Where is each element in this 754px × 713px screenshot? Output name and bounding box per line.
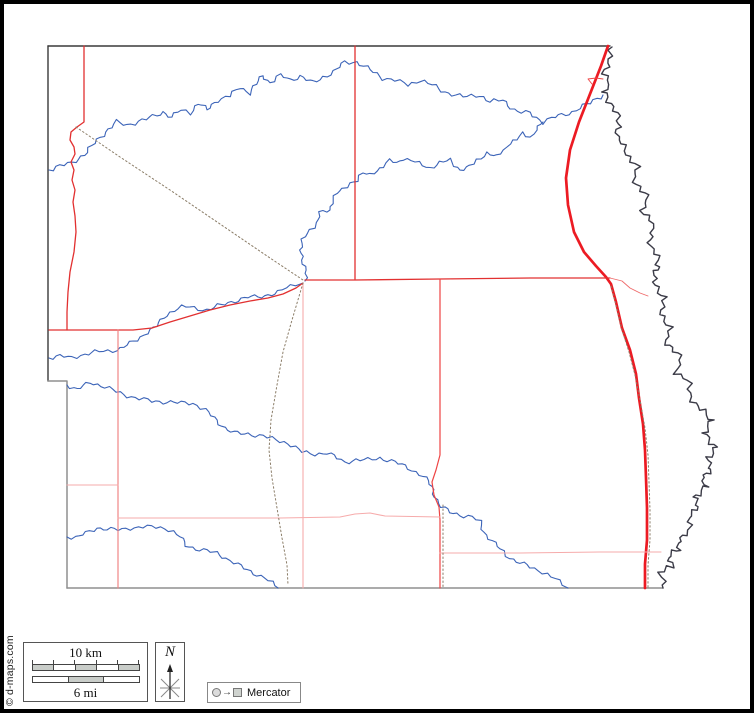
scale-mi-label: 6 mi (73, 685, 98, 700)
river-logan-west (48, 282, 304, 360)
river-middle (66, 381, 569, 589)
scale-tick (74, 660, 76, 664)
projection-legend: → Mercator (207, 682, 301, 703)
road-northwest (66, 45, 85, 331)
scale-tick (138, 660, 139, 664)
projection-label: Mercator (247, 686, 291, 699)
river-south (66, 524, 279, 589)
scale-tick (53, 660, 55, 664)
scale-segment (54, 665, 76, 670)
north-arrow-box: N (155, 642, 185, 702)
dotted-line-south (268, 282, 304, 586)
scale-segment (97, 665, 119, 670)
road-spur-northeast (587, 77, 604, 85)
scale-bar: 10 km 6 mi (23, 642, 148, 702)
county-border-west-step (47, 380, 68, 589)
legend-circle-icon (212, 688, 221, 697)
north-label: N (164, 644, 175, 660)
dotted-line-east (610, 285, 651, 589)
copyright-text: © d-maps.com (4, 635, 16, 706)
road-vertical-440 (431, 278, 441, 589)
scale-segment (75, 665, 98, 670)
scale-segment (104, 677, 140, 682)
scale-segment (33, 665, 55, 670)
road-horizontal-553 (439, 551, 662, 554)
legend-arrow-icon: → (222, 686, 232, 698)
river-northeast-branch (299, 121, 544, 282)
dotted-line-northwest (75, 126, 304, 281)
scale-tick (116, 660, 118, 664)
road-horizontal-518 (117, 512, 441, 519)
county-border-east-river (600, 46, 719, 589)
river-north-main (48, 60, 604, 172)
compass-star-icon (160, 664, 180, 699)
scale-segment (118, 665, 140, 670)
road-west-to-junction (48, 282, 304, 331)
legend-square-icon (233, 688, 242, 697)
road-spur-east-279 (609, 277, 649, 297)
scale-km-bar (32, 664, 140, 671)
scale-mi-bar (32, 676, 140, 683)
scale-segment (33, 677, 69, 682)
highway-east-thick (564, 44, 649, 590)
scale-km-label: 10 km (69, 645, 102, 660)
scale-tick (95, 660, 97, 664)
scale-tick (32, 660, 33, 664)
scale-segment (68, 677, 105, 682)
